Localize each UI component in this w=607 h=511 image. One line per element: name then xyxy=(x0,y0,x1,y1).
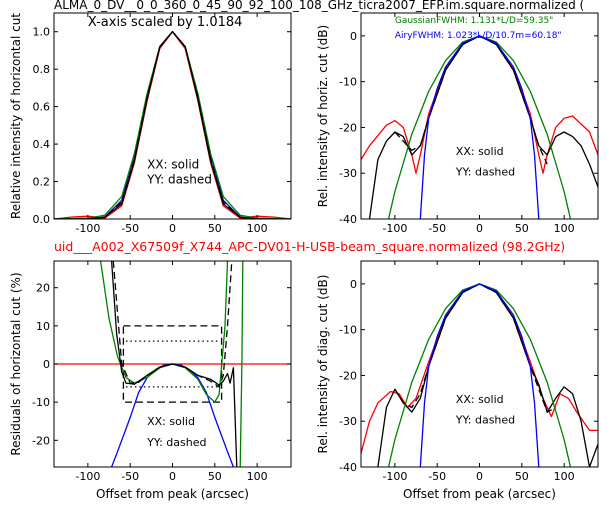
y-tick-label: 1.0 xyxy=(33,26,51,39)
y-tick-label: -30 xyxy=(339,415,357,428)
y-tick-label: 0 xyxy=(350,30,357,43)
y-tick-label: -40 xyxy=(339,461,357,474)
x-tick-label: -50 xyxy=(121,470,139,483)
y-tick-label: 0.0 xyxy=(33,213,51,226)
series-line-0-0 xyxy=(54,31,291,219)
y-axis-label: Relative intensity of horizontal cut xyxy=(9,13,23,219)
x-tick-label: -100 xyxy=(75,222,100,235)
panel-bottom-right: -100 -50 0 50 100 0 -10 -20 -30 -40 Rel. intensity… xyxy=(316,260,599,501)
series-line-3-0 xyxy=(361,283,598,454)
y-tick-label: 0.8 xyxy=(33,63,51,76)
y-tick-label: 10 xyxy=(36,320,50,333)
x-tick-label: 100 xyxy=(554,222,575,235)
chart-annotation: YY: dashed xyxy=(146,172,212,186)
x-tick-label: 0 xyxy=(169,222,176,235)
x-tick-label: 50 xyxy=(515,470,529,483)
y-tick-label: 0 xyxy=(350,278,357,291)
panel-top-right: -100 -50 0 50 100 0 -10 -20 -30 -40 Rel. intensity… xyxy=(316,12,599,235)
chart-annotation: XX: solid xyxy=(147,415,195,428)
y-tick-label: -20 xyxy=(339,369,357,382)
x-axis-label: Offset from peak (arcsec) xyxy=(403,487,556,501)
figure-top-title: ALMA_0_DV__0_0_360_0_45_90_92_100_108_GH… xyxy=(54,0,584,12)
x-tick-label: 0 xyxy=(476,222,483,235)
series-line-0-4 xyxy=(54,31,291,219)
x-tick-label: 100 xyxy=(554,470,575,483)
y-tick-label: 0.2 xyxy=(33,176,51,189)
x-tick-label: 100 xyxy=(247,470,268,483)
x-tick-label: -50 xyxy=(121,222,139,235)
x-tick-label: -50 xyxy=(428,470,446,483)
series-line-3-1 xyxy=(377,283,598,467)
y-tick-label: 20 xyxy=(36,282,50,295)
x-tick-label: 50 xyxy=(208,470,222,483)
series-line-0-3 xyxy=(54,31,291,219)
figure-mid-title: uid___A002_X67509f_X744_APC-DV01-H-USB-b… xyxy=(54,239,565,254)
series-line-2-7 xyxy=(110,261,238,467)
y-tick-label: -10 xyxy=(32,396,50,409)
x-tick-label: 0 xyxy=(476,470,483,483)
chart-annotation: X-axis scaled by 1.0184 xyxy=(88,15,243,30)
chart-annotation: YY: dashed xyxy=(455,166,515,179)
y-axis-label: Rel. intensity of diag. cut (dB) xyxy=(316,275,330,454)
panel-top-left: -100 -50 0 50 100 0.0 0.2 0.4 0.6 0.8 1.0 Relative … xyxy=(9,12,292,235)
y-tick-label: 0.4 xyxy=(33,138,51,151)
chart-annotation: XX: solid xyxy=(147,157,199,171)
series-line-1-3 xyxy=(387,35,572,219)
y-tick-label: 0 xyxy=(43,358,50,371)
chart-annotation: YY: dashed xyxy=(455,414,515,427)
y-tick-label: -20 xyxy=(339,121,357,134)
x-tick-label: 50 xyxy=(515,222,529,235)
x-tick-label: -100 xyxy=(75,470,100,483)
y-tick-label: -10 xyxy=(339,324,357,337)
x-tick-label: -100 xyxy=(382,470,407,483)
series-line-2-6 xyxy=(239,261,244,467)
series-line-1-4 xyxy=(419,35,540,219)
chart-annotation: AiryFWHM: 1.023*L/D/10.7m=60.18" xyxy=(395,31,562,41)
y-tick-label: -10 xyxy=(339,76,357,89)
series-line-3-3 xyxy=(387,283,572,467)
x-tick-label: 50 xyxy=(208,222,222,235)
series-line-2-8 xyxy=(112,261,233,388)
chart-annotation: YY: dashed xyxy=(146,436,206,449)
series-line-3-2 xyxy=(394,283,557,413)
y-tick-label: -20 xyxy=(32,434,50,447)
x-tick-label: -50 xyxy=(428,222,446,235)
series-line-0-2 xyxy=(54,31,291,219)
y-tick-label: -40 xyxy=(339,213,357,226)
series-line-3-4 xyxy=(419,283,540,467)
x-tick-label: 0 xyxy=(169,470,176,483)
plot-frame xyxy=(53,12,292,220)
x-tick-label: -100 xyxy=(382,222,407,235)
chart-annotation: XX: solid xyxy=(456,145,504,158)
y-axis-label: Rel. intensity of horiz. cut (dB) xyxy=(316,25,330,207)
chart-annotation: XX: solid xyxy=(456,393,504,406)
series-line-0-1 xyxy=(54,31,291,219)
x-tick-label: 100 xyxy=(247,222,268,235)
y-tick-label: -30 xyxy=(339,167,357,180)
x-axis-label: Offset from peak (arcsec) xyxy=(96,487,249,501)
chart-annotation: GaussianFWHM: 1.131*L/D=59.35" xyxy=(395,16,553,26)
y-tick-label: 0.6 xyxy=(33,101,51,114)
y-axis-label: Residuals of horizontal cut (%) xyxy=(9,272,23,455)
